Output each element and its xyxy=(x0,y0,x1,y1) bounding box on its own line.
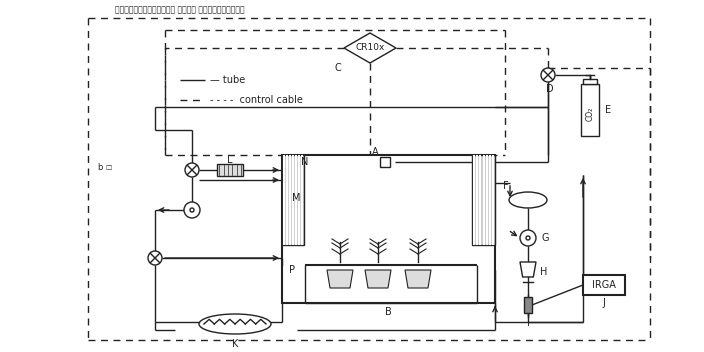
Text: A: A xyxy=(372,147,378,157)
Text: CR10x: CR10x xyxy=(356,44,384,52)
Polygon shape xyxy=(520,262,536,277)
Text: L: L xyxy=(227,155,233,165)
Bar xyxy=(524,297,532,313)
Bar xyxy=(380,157,390,167)
Circle shape xyxy=(184,202,200,218)
Text: - - - -  control cable: - - - - control cable xyxy=(210,95,303,105)
Bar xyxy=(583,79,597,84)
Bar xyxy=(282,155,495,303)
Text: B: B xyxy=(385,307,392,317)
Text: G: G xyxy=(541,233,548,243)
Circle shape xyxy=(520,230,536,246)
Bar xyxy=(581,84,599,136)
Text: C: C xyxy=(334,63,341,73)
Text: N: N xyxy=(301,157,308,167)
Bar xyxy=(583,275,625,295)
Bar xyxy=(282,155,304,245)
Polygon shape xyxy=(344,33,396,63)
Text: I: I xyxy=(527,318,529,328)
Text: D: D xyxy=(546,84,554,94)
Bar xyxy=(217,164,243,176)
Circle shape xyxy=(185,163,199,177)
Text: — tube: — tube xyxy=(210,75,245,85)
Ellipse shape xyxy=(509,192,547,208)
Text: ☐: ☐ xyxy=(105,165,111,171)
Text: K: K xyxy=(232,339,238,349)
Polygon shape xyxy=(405,270,431,288)
Text: E: E xyxy=(605,105,611,115)
Text: CO₂: CO₂ xyxy=(586,107,594,121)
Polygon shape xyxy=(327,270,353,288)
Text: F: F xyxy=(503,181,509,191)
Text: M: M xyxy=(291,193,300,203)
Polygon shape xyxy=(365,270,391,288)
Circle shape xyxy=(541,68,555,82)
Text: IRGA: IRGA xyxy=(592,280,616,290)
Text: H: H xyxy=(540,267,548,277)
Text: P: P xyxy=(289,265,295,275)
Ellipse shape xyxy=(199,314,271,334)
Circle shape xyxy=(148,251,162,265)
Text: J: J xyxy=(603,298,605,308)
Bar xyxy=(472,155,495,245)
Text: 福建水稻同位素标记秸秆购买 贴心服务 南京市智融联科技供应: 福建水稻同位素标记秸秆购买 贴心服务 南京市智融联科技供应 xyxy=(115,6,244,14)
Text: b: b xyxy=(97,163,103,172)
